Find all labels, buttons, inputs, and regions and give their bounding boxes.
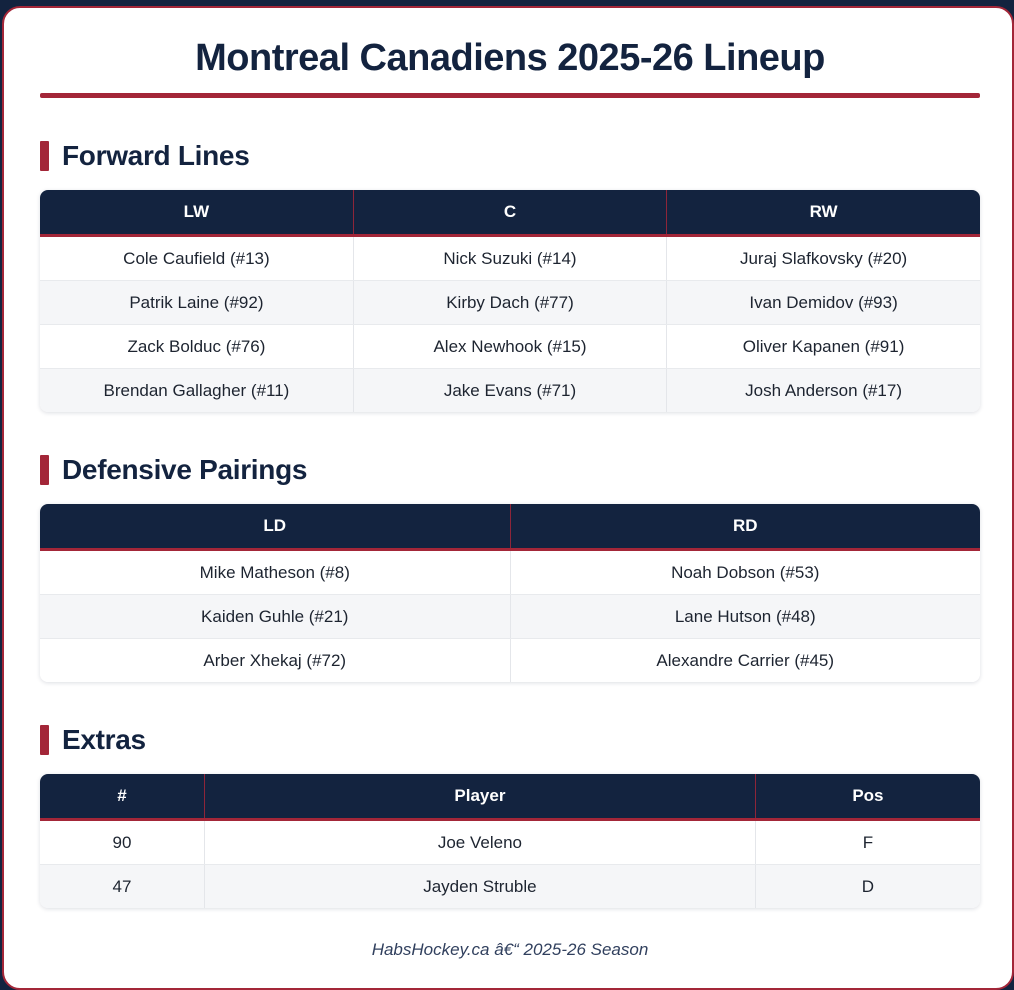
header-row: # Player Pos xyxy=(40,774,980,821)
section-defensive-pairings: Defensive Pairings LD RD Mike Matheson (#8)… xyxy=(40,454,980,682)
table-row: Mike Matheson (#8) Noah Dobson (#53) xyxy=(40,549,980,595)
header-row: LD RD xyxy=(40,504,980,551)
section-heading: Forward Lines xyxy=(40,140,980,172)
section-heading: Extras xyxy=(40,724,980,756)
player-cell: Cole Caufield (#13) xyxy=(40,235,354,281)
page-title: Montreal Canadiens 2025-26 Lineup xyxy=(195,37,825,79)
player-cell: Alex Newhook (#15) xyxy=(353,324,668,369)
table-row: Zack Bolduc (#76) Alex Newhook (#15) Olive… xyxy=(40,324,980,369)
extras-table: # Player Pos 90 Joe Veleno F 47 Jayden Struble D xyxy=(40,774,980,908)
sections-container: Forward Lines LW C RW Cole Caufield (#13) Nic… xyxy=(40,140,980,908)
player-cell: Juraj Slafkovsky (#20) xyxy=(666,235,980,281)
player-cell: 90 xyxy=(40,819,205,865)
player-cell: Zack Bolduc (#76) xyxy=(40,324,354,369)
section-title: Extras xyxy=(62,724,146,755)
column-header: RW xyxy=(666,190,980,237)
player-cell: Kaiden Guhle (#21) xyxy=(40,594,511,639)
header-row: LW C RW xyxy=(40,190,980,237)
player-cell: 47 xyxy=(40,864,205,908)
player-cell: Lane Hutson (#48) xyxy=(510,594,980,639)
player-cell: Joe Veleno xyxy=(204,819,756,865)
player-cell: F xyxy=(755,819,980,865)
section-title: Defensive Pairings xyxy=(62,454,308,485)
player-cell: Noah Dobson (#53) xyxy=(510,549,980,595)
column-header: LW xyxy=(40,190,354,237)
player-cell: D xyxy=(755,864,980,908)
column-header: C xyxy=(353,190,668,237)
section-heading: Defensive Pairings xyxy=(40,454,980,486)
player-cell: Mike Matheson (#8) xyxy=(40,549,511,595)
player-cell: Jake Evans (#71) xyxy=(353,368,668,412)
section-forward-lines: Forward Lines LW C RW Cole Caufield (#13) Nic… xyxy=(40,140,980,412)
table-row: Brendan Gallagher (#11) Jake Evans (#71) J… xyxy=(40,368,980,412)
column-header: Player xyxy=(204,774,756,821)
forward-lines-table: LW C RW Cole Caufield (#13) Nick Suzuki (#14… xyxy=(40,190,980,412)
lineup-card: Montreal Canadiens 2025-26 Lineup Forwar… xyxy=(2,6,1014,990)
player-cell: Kirby Dach (#77) xyxy=(353,280,668,325)
table-row: Kaiden Guhle (#21) Lane Hutson (#48) xyxy=(40,594,980,639)
column-header: # xyxy=(40,774,205,821)
player-cell: Patrik Laine (#92) xyxy=(40,280,354,325)
section-accent-bar xyxy=(40,141,49,171)
table-row: Cole Caufield (#13) Nick Suzuki (#14) Jura… xyxy=(40,235,980,281)
footer-note: HabsHockey.ca â€“ 2025-26 Season xyxy=(371,940,649,959)
player-cell: Oliver Kapanen (#91) xyxy=(666,324,980,369)
player-cell: Alexandre Carrier (#45) xyxy=(510,638,980,682)
table-row: Patrik Laine (#92) Kirby Dach (#77) Ivan D… xyxy=(40,280,980,325)
player-cell: Josh Anderson (#17) xyxy=(666,368,980,412)
section-extras: Extras # Player Pos 90 Joe Veleno F 47 Jayden St… xyxy=(40,724,980,908)
column-header: RD xyxy=(510,504,980,551)
player-cell: Nick Suzuki (#14) xyxy=(353,235,668,281)
defensive-pairings-table: LD RD Mike Matheson (#8) Noah Dobson (#53) K… xyxy=(40,504,980,682)
player-cell: Ivan Demidov (#93) xyxy=(666,280,980,325)
section-accent-bar xyxy=(40,455,49,485)
player-cell: Arber Xhekaj (#72) xyxy=(40,638,511,682)
column-header: LD xyxy=(40,504,511,551)
section-title: Forward Lines xyxy=(62,140,250,171)
title-divider xyxy=(40,93,980,98)
player-cell: Jayden Struble xyxy=(204,864,756,908)
section-accent-bar xyxy=(40,725,49,755)
table-row: 47 Jayden Struble D xyxy=(40,864,980,908)
table-row: 90 Joe Veleno F xyxy=(40,819,980,865)
table-row: Arber Xhekaj (#72) Alexandre Carrier (#45… xyxy=(40,638,980,682)
column-header: Pos xyxy=(755,774,980,821)
player-cell: Brendan Gallagher (#11) xyxy=(40,368,354,412)
